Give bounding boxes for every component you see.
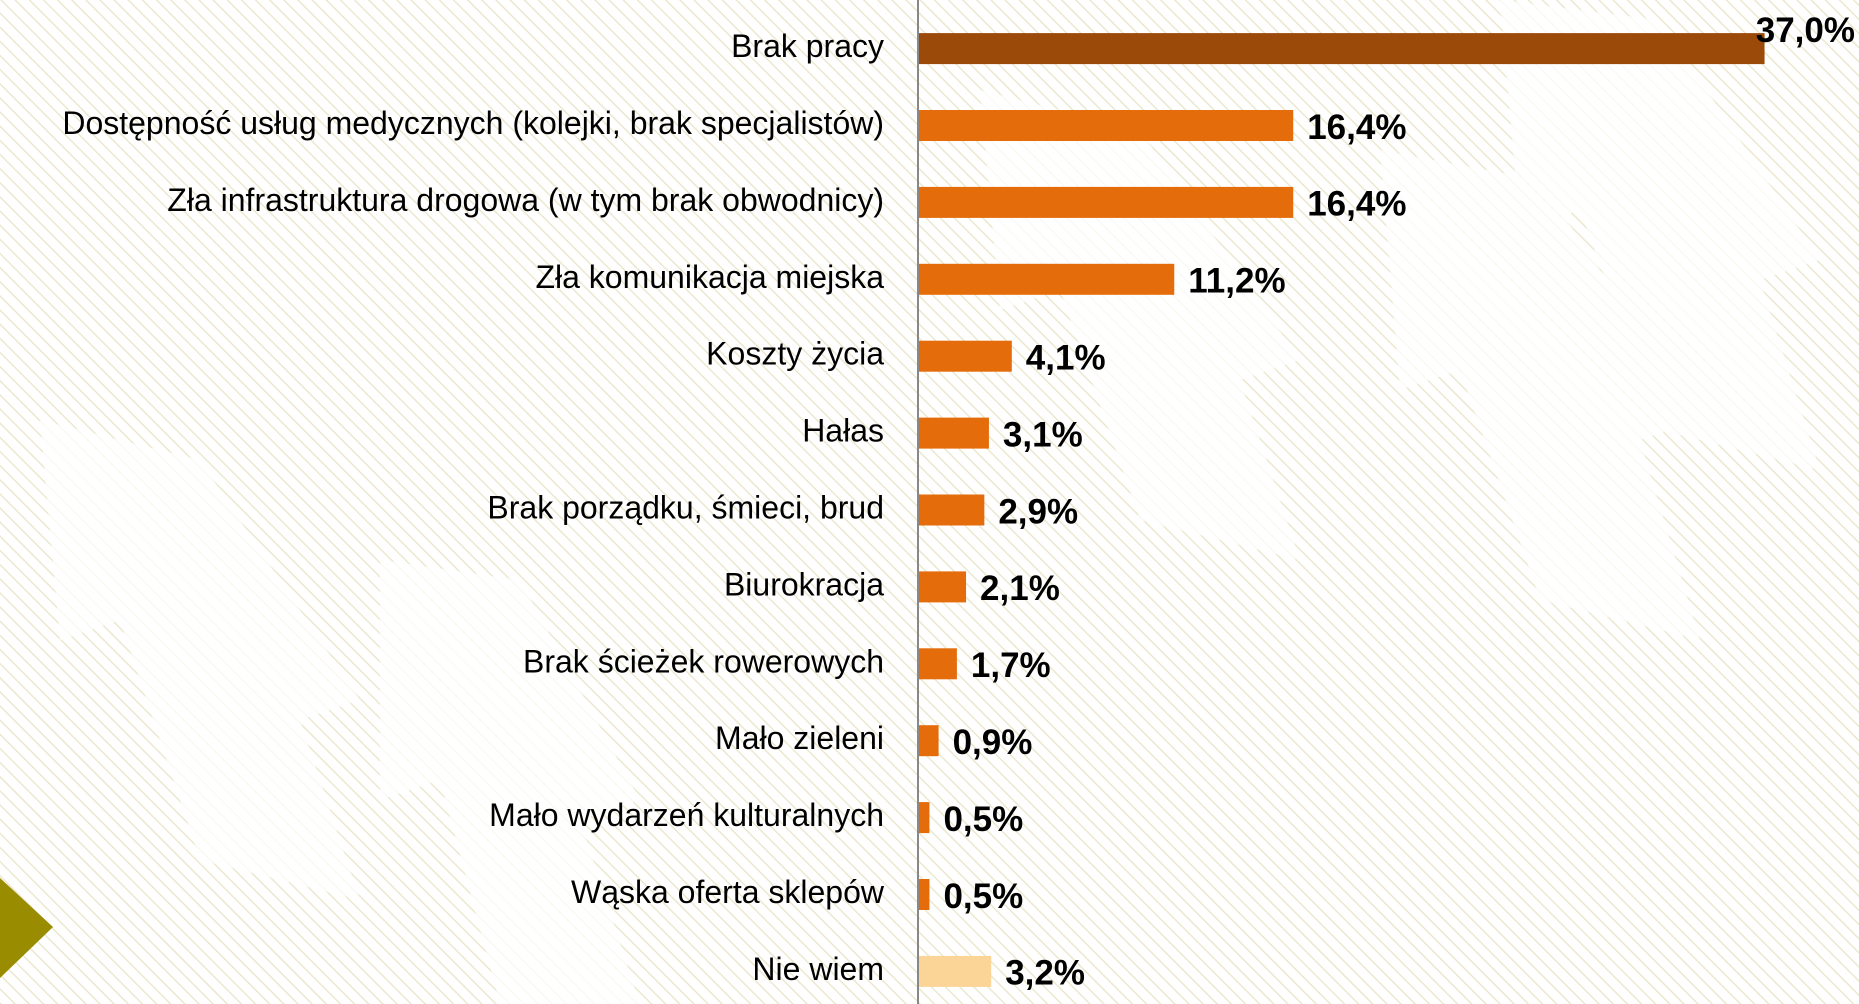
category-label: Zła komunikacja miejska [535,259,884,295]
value-label: 3,2% [1005,954,1085,993]
category-label: Brak pracy [731,28,884,64]
category-label: Mało zieleni [715,720,884,756]
value-label: 2,9% [998,492,1078,531]
category-label: Dostępność usług medycznych (kolejki, br… [62,105,884,141]
category-label: Brak ścieżek rowerowych [523,643,884,679]
bar [919,263,1175,295]
category-label: Nie wiem [752,951,884,987]
value-label: 2,1% [980,569,1060,608]
category-label: Mało wydarzeń kulturalnych [489,797,884,833]
bar [919,110,1294,141]
value-label: 16,4% [1307,185,1406,224]
bar [919,802,930,834]
decor-triangle [0,878,53,978]
bar [919,417,989,449]
value-label: 3,1% [1003,415,1083,454]
bar [919,571,967,603]
bar [919,186,1294,218]
bar [919,955,992,987]
category-label: Biurokracja [724,566,884,602]
category-label: Brak porządku, śmieci, brud [487,489,884,525]
category-label: Hałas [802,413,884,449]
category-label: Zła infrastruktura drogowa (w tym brak o… [167,182,884,218]
value-label: 4,1% [1026,338,1106,377]
bar [919,879,930,910]
value-label: 11,2% [1188,262,1285,301]
bar [919,340,1012,372]
value-label: 0,9% [953,723,1033,762]
value-label: 1,7% [971,646,1051,685]
category-label: Wąska oferta sklepów [571,874,885,910]
bar [919,725,939,757]
value-label: 0,5% [943,800,1023,839]
value-label: 0,5% [943,877,1023,916]
value-label: 37,0% [1756,11,1855,50]
value-label: 16,4% [1307,108,1406,147]
bar [919,494,985,526]
bar [919,648,957,680]
category-label: Koszty życia [706,336,884,372]
bar [919,33,1765,65]
